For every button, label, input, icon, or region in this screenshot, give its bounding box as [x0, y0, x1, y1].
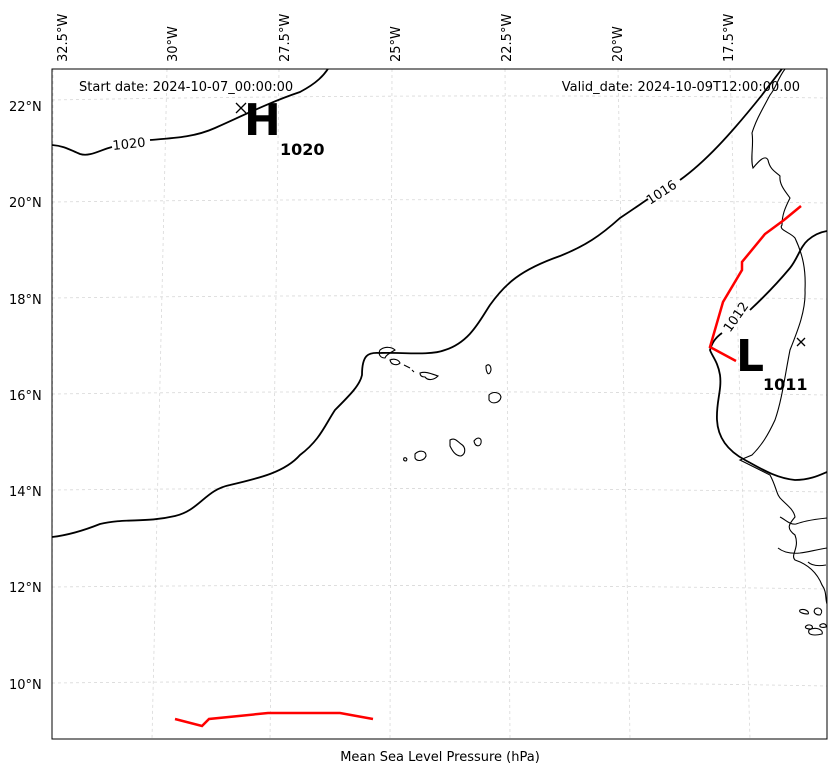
- lon-tick-25w: 25°W: [389, 26, 404, 62]
- low-center-marker: [796, 337, 806, 347]
- high-center-marker: [235, 102, 247, 114]
- lat-tick-10n: 10°N: [9, 678, 42, 693]
- lat-tick-12n: 12°N: [9, 581, 42, 596]
- front-line-south: [174, 711, 374, 728]
- isobar-1016: [52, 69, 784, 538]
- coastlines: [738, 69, 827, 636]
- isobar-1012: [709, 230, 827, 481]
- low-pressure-value: 1011: [763, 375, 808, 394]
- isobar-labels: 1020 1016 1012: [112, 136, 752, 336]
- lon-tick-30w: 30°W: [166, 26, 181, 62]
- fronts: [174, 205, 802, 728]
- valid-date-label: Valid_date: 2024-10-09T12:00:00.00: [562, 80, 800, 95]
- contour-label-1016: 1016: [644, 178, 680, 209]
- lon-tick-17-5w: 17.5°W: [722, 14, 737, 62]
- map-caption: Mean Sea Level Pressure (hPa): [340, 750, 540, 765]
- high-pressure-value: 1020: [280, 140, 325, 159]
- lon-tick-32-5w: 32.5°W: [56, 14, 71, 62]
- isobar-1020: [52, 69, 329, 156]
- africa-coastline: [738, 69, 827, 605]
- low-symbol: L: [736, 331, 764, 382]
- lat-tick-labels: 22°N 20°N 18°N 16°N 14°N 12°N 10°N: [9, 100, 42, 693]
- map-frame: [51, 68, 828, 740]
- lat-tick-14n: 14°N: [9, 485, 42, 500]
- isobars: [52, 69, 827, 538]
- lon-tick-20w: 20°W: [611, 26, 626, 62]
- lon-tick-labels: 32.5°W 30°W 27.5°W 25°W 22.5°W 20°W 17.5…: [56, 14, 737, 62]
- lon-tick-27-5w: 27.5°W: [278, 14, 293, 62]
- start-date-label: Start date: 2024-10-07_00:00:00: [79, 80, 293, 95]
- contour-label-1012: 1012: [721, 300, 752, 336]
- contour-label-1020: 1020: [112, 136, 146, 154]
- pressure-centers: H 1020 L 1011: [235, 95, 808, 394]
- graticule: [52, 69, 827, 739]
- front-line-east: [708, 205, 802, 363]
- lon-tick-22-5w: 22.5°W: [500, 14, 515, 62]
- lat-tick-16n: 16°N: [9, 389, 42, 404]
- cape-verde-islands: [378, 346, 502, 462]
- lat-tick-20n: 20°N: [9, 196, 42, 211]
- lat-tick-18n: 18°N: [9, 293, 42, 308]
- high-symbol: H: [244, 95, 281, 146]
- lat-tick-22n: 22°N: [9, 100, 42, 115]
